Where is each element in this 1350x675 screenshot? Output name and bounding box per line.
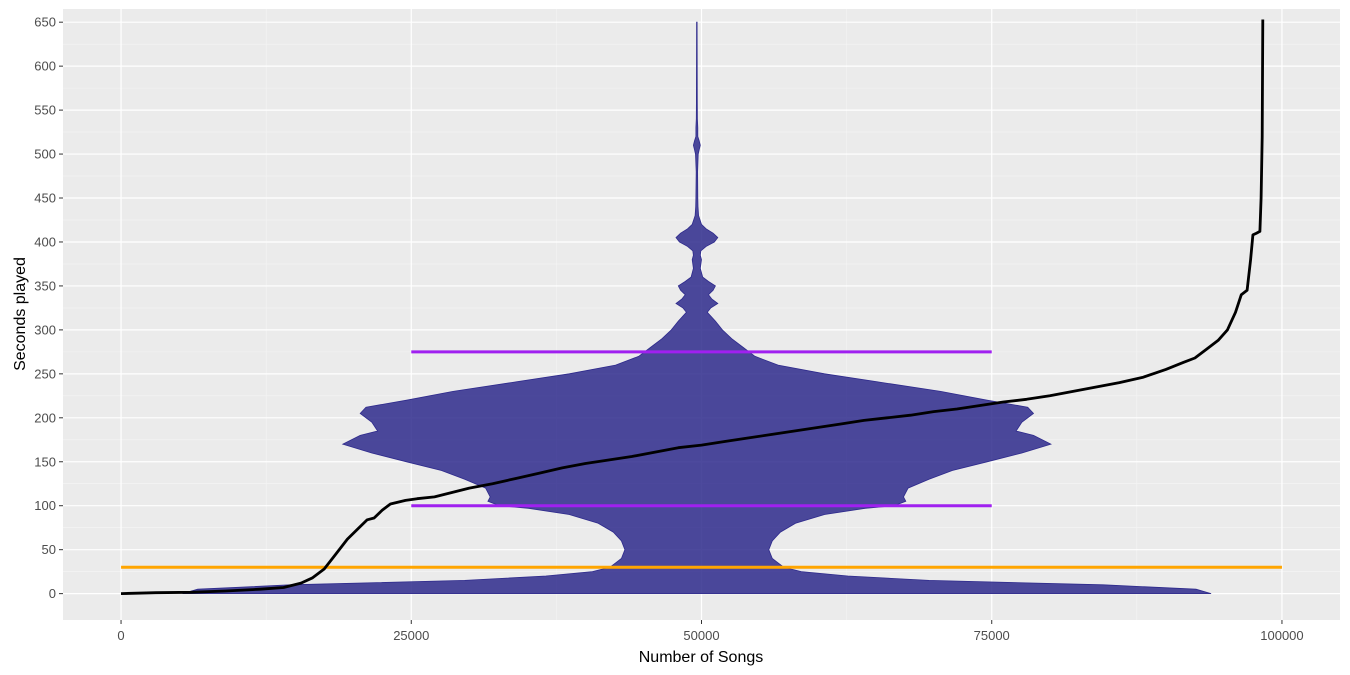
y-tick-label: 600 [34, 59, 56, 74]
reference-lines [121, 350, 1282, 569]
y-tick-label: 500 [34, 147, 56, 162]
x-tick-label: 0 [117, 628, 124, 643]
y-tick-label: 400 [34, 234, 56, 249]
y-tick-label: 100 [34, 498, 56, 513]
y-axis: 0 50 100 150 200 250 300 350 400 450 500 550 600 650 [34, 15, 63, 601]
y-tick-label: 0 [49, 586, 56, 601]
y-tick-label: 550 [34, 103, 56, 118]
y-tick-label: 350 [34, 278, 56, 293]
y-tick-label: 50 [42, 542, 56, 557]
x-axis-title: Number of Songs [639, 649, 764, 666]
violin-shape [182, 21, 1212, 594]
violin-layer [182, 21, 1212, 594]
y-tick-label: 200 [34, 410, 56, 425]
series-layer [120, 19, 1265, 595]
y-tick-label: 150 [34, 454, 56, 469]
y-axis-title: Seconds played [12, 257, 29, 371]
x-tick-label: 75000 [974, 628, 1010, 643]
x-tick-label: 50000 [683, 628, 719, 643]
x-tick-label: 25000 [393, 628, 429, 643]
x-axis: 0 25000 50000 75000 100000 [117, 620, 1304, 643]
y-tick-label: 250 [34, 366, 56, 381]
series-line [120, 19, 1265, 595]
x-tick-label: 100000 [1260, 628, 1303, 643]
y-tick-label: 450 [34, 191, 56, 206]
y-tick-label: 300 [34, 322, 56, 337]
y-tick-label: 650 [34, 15, 56, 30]
